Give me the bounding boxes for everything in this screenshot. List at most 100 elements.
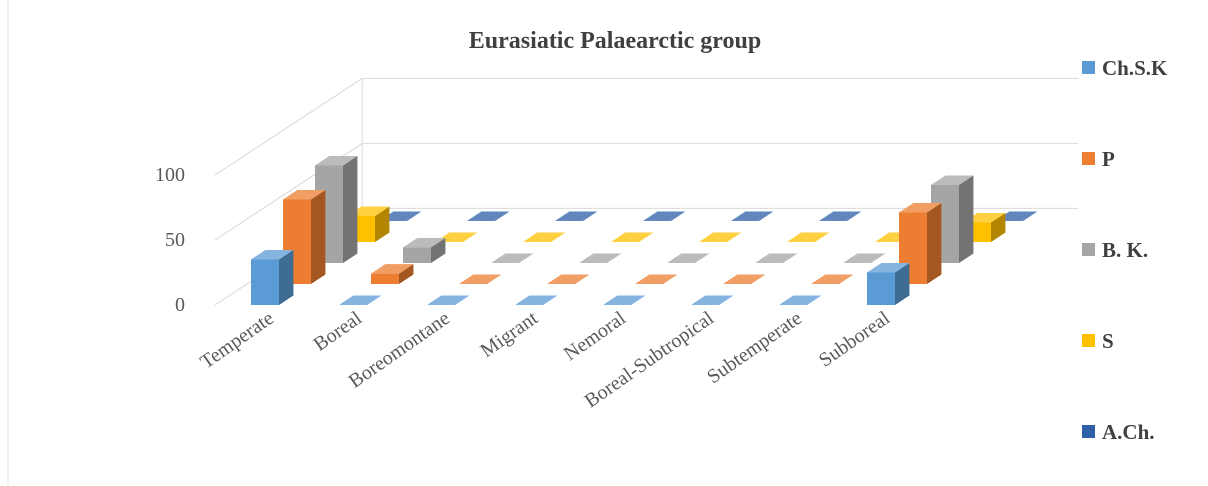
bar-shade bbox=[375, 206, 390, 242]
bar bbox=[251, 250, 294, 305]
bar-face bbox=[379, 211, 422, 221]
bar-shade bbox=[959, 175, 974, 263]
bar bbox=[811, 274, 854, 284]
bar-face bbox=[635, 274, 678, 284]
bar bbox=[427, 295, 470, 305]
bar-shade bbox=[603, 295, 646, 305]
bar-face bbox=[435, 232, 478, 242]
bar-shade bbox=[723, 274, 766, 284]
bar-face bbox=[515, 295, 558, 305]
bar-shade bbox=[515, 295, 558, 305]
bar-face bbox=[251, 250, 294, 260]
bar bbox=[643, 211, 686, 221]
bar-shade bbox=[963, 213, 1006, 223]
bar-shade bbox=[579, 253, 622, 263]
bar-face bbox=[963, 213, 1006, 223]
legend-label: Ch.S.K bbox=[1102, 56, 1168, 80]
x-tick-label: Temperate bbox=[196, 307, 278, 373]
bar-face bbox=[931, 175, 974, 185]
bar bbox=[667, 253, 710, 263]
bar-face bbox=[779, 295, 822, 305]
bar-face bbox=[523, 232, 566, 242]
x-tick-label: Subtemperate bbox=[703, 307, 806, 388]
bar-face bbox=[667, 253, 710, 263]
bar-shade bbox=[643, 211, 686, 221]
bar-face bbox=[371, 273, 399, 284]
bar-shade bbox=[467, 211, 510, 221]
bar-shade bbox=[339, 295, 382, 305]
bar-shade bbox=[819, 211, 862, 221]
bar-face bbox=[311, 190, 326, 284]
bar-face bbox=[867, 263, 910, 273]
bar-face bbox=[995, 211, 1038, 221]
bar bbox=[547, 274, 590, 284]
bar-shade bbox=[991, 213, 1006, 242]
y-tick-label: 0 bbox=[175, 294, 185, 316]
bar bbox=[755, 253, 798, 263]
bar-shade bbox=[779, 295, 822, 305]
bar bbox=[435, 232, 478, 242]
legend-swatch bbox=[1082, 152, 1095, 165]
bar bbox=[635, 274, 678, 284]
bar bbox=[459, 274, 502, 284]
bar-face bbox=[283, 190, 326, 200]
bar-face bbox=[723, 274, 766, 284]
bar-face bbox=[427, 295, 470, 305]
bar bbox=[723, 274, 766, 284]
bar-shade bbox=[251, 250, 294, 260]
bar-shade bbox=[431, 237, 446, 263]
bar-shade bbox=[995, 211, 1038, 221]
chart-title: Eurasiatic Palaearctic group bbox=[469, 28, 761, 54]
bar bbox=[699, 232, 742, 242]
bar-face bbox=[375, 206, 390, 242]
legend-swatch bbox=[1082, 334, 1095, 347]
bar-shade bbox=[311, 190, 326, 284]
y-tick-label: 50 bbox=[165, 229, 185, 251]
bar bbox=[523, 232, 566, 242]
bar-face bbox=[755, 253, 798, 263]
bar-shade bbox=[691, 295, 734, 305]
bar-face bbox=[467, 211, 510, 221]
bar-face bbox=[579, 253, 622, 263]
bar-shade bbox=[343, 156, 358, 263]
x-tick-label: Migrant bbox=[476, 307, 542, 362]
bar bbox=[379, 211, 422, 221]
bar-shade bbox=[699, 232, 742, 242]
legend-label: S bbox=[1102, 329, 1114, 353]
bar bbox=[371, 264, 414, 284]
bar bbox=[339, 295, 382, 305]
x-tick-label: Nemoral bbox=[560, 307, 630, 365]
bar bbox=[347, 206, 390, 242]
bar-face bbox=[547, 274, 590, 284]
bar bbox=[731, 211, 774, 221]
bar bbox=[579, 253, 622, 263]
bar-face bbox=[403, 247, 431, 263]
bar-shade bbox=[371, 264, 414, 274]
bar-face bbox=[459, 274, 502, 284]
bar-shade bbox=[555, 211, 598, 221]
bar bbox=[315, 156, 358, 263]
legend-swatch bbox=[1082, 243, 1095, 256]
bar-shade bbox=[731, 211, 774, 221]
bar bbox=[819, 211, 862, 221]
bar-shade bbox=[867, 263, 910, 273]
bar-face bbox=[731, 211, 774, 221]
bar-shade bbox=[523, 232, 566, 242]
bar bbox=[787, 232, 830, 242]
bar-shade bbox=[379, 211, 422, 221]
bar-face bbox=[691, 295, 734, 305]
bar-shade bbox=[427, 295, 470, 305]
bar bbox=[843, 253, 886, 263]
bar bbox=[779, 295, 822, 305]
bar-face bbox=[895, 263, 910, 305]
bar bbox=[403, 237, 446, 263]
bar-face bbox=[339, 295, 382, 305]
bar-shade bbox=[491, 253, 534, 263]
bar-face bbox=[315, 156, 358, 166]
bar-face bbox=[431, 237, 446, 263]
bar-face bbox=[927, 203, 942, 284]
bar-face bbox=[867, 272, 895, 305]
bar-face bbox=[611, 232, 654, 242]
bar-shade bbox=[315, 156, 358, 166]
